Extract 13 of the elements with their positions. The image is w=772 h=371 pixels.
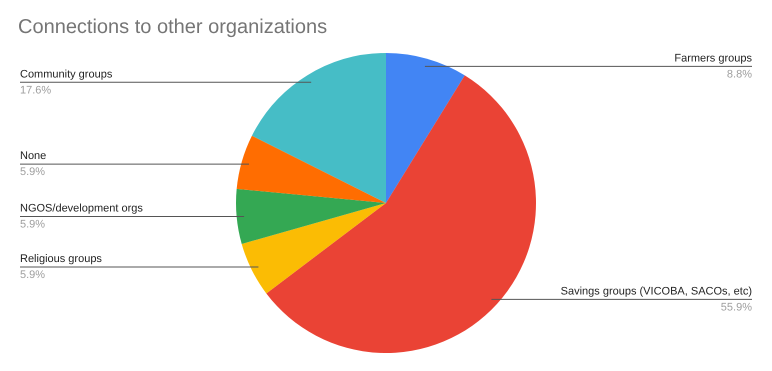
slice-label: None — [20, 150, 46, 162]
slice-label: NGOS/development orgs — [20, 202, 144, 214]
slice-label: Farmers groups — [674, 52, 752, 64]
data-label: 8.8% — [726, 68, 752, 80]
data-label: 5.9% — [20, 218, 46, 230]
data-label: 17.6% — [20, 84, 52, 96]
data-label: 5.9% — [20, 166, 46, 178]
data-label: 5.9% — [20, 269, 46, 282]
data-label: 55.9% — [720, 301, 752, 314]
chart-title: Connections to other organizations — [18, 16, 328, 39]
slice-label: Religious groups — [20, 253, 102, 266]
slice-label: Community groups — [20, 68, 113, 80]
slice-label: Savings groups (VICOBA, SACOs, etc) — [560, 285, 752, 298]
